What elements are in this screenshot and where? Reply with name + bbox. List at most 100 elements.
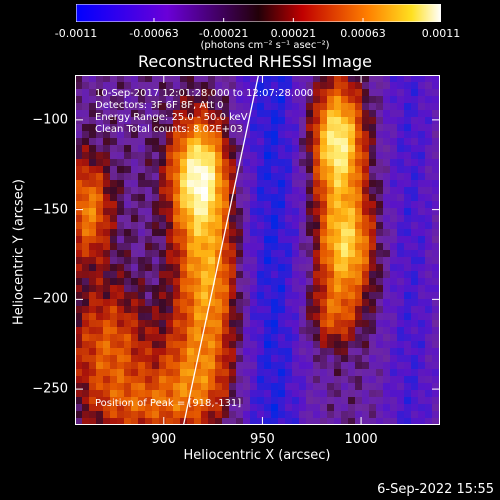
heatmap-cell	[404, 278, 412, 286]
heatmap-cell	[187, 173, 195, 181]
heatmap-cell	[117, 397, 125, 405]
heatmap-cell	[138, 285, 146, 293]
heatmap-cell	[75, 243, 83, 251]
heatmap-cell	[229, 369, 237, 377]
heatmap-cell	[159, 257, 167, 265]
heatmap-cell	[166, 404, 174, 412]
heatmap-cell	[131, 215, 139, 223]
heatmap-cell	[278, 187, 286, 195]
heatmap-cell	[404, 243, 412, 251]
heatmap-cell	[159, 243, 167, 251]
heatmap-cell	[208, 110, 216, 118]
heatmap-cell	[341, 362, 349, 370]
heatmap-cell	[257, 292, 265, 300]
heatmap-cell	[222, 208, 230, 216]
heatmap-cell	[425, 236, 433, 244]
heatmap-cell	[257, 103, 265, 111]
heatmap-cell	[82, 418, 90, 425]
heatmap-cell	[250, 89, 258, 97]
heatmap-cell	[369, 173, 377, 181]
heatmap-cell	[250, 299, 258, 307]
heatmap-cell	[208, 250, 216, 258]
heatmap-cell	[271, 243, 279, 251]
heatmap-cell	[369, 117, 377, 125]
heatmap-cell	[327, 215, 335, 223]
heatmap-cell	[173, 117, 181, 125]
heatmap-cell	[250, 383, 258, 391]
heatmap-cell	[159, 264, 167, 272]
heatmap-cell	[341, 82, 349, 90]
heatmap-cell	[362, 292, 370, 300]
heatmap-cell	[362, 341, 370, 349]
heatmap-cell	[327, 257, 335, 265]
heatmap-cell	[292, 348, 300, 356]
heatmap-cell	[152, 215, 160, 223]
heatmap-cell	[411, 173, 419, 181]
heatmap-cell	[369, 208, 377, 216]
heatmap-cell	[124, 222, 132, 230]
heatmap-cell	[306, 383, 314, 391]
heatmap-cell	[117, 383, 125, 391]
heatmap-cell	[215, 299, 223, 307]
heatmap-cell	[222, 418, 230, 425]
heatmap-cell	[82, 271, 90, 279]
heatmap-cell	[257, 390, 265, 398]
heatmap-cell	[271, 313, 279, 321]
heatmap-cell	[145, 96, 153, 104]
heatmap-cell	[369, 264, 377, 272]
heatmap-cell	[404, 292, 412, 300]
heatmap-cell	[278, 173, 286, 181]
heatmap-cell	[166, 369, 174, 377]
heatmap-cell	[229, 348, 237, 356]
heatmap-cell	[110, 103, 118, 111]
heatmap-cell	[341, 201, 349, 209]
heatmap-cell	[166, 292, 174, 300]
heatmap-cell	[145, 334, 153, 342]
heatmap-cell	[222, 124, 230, 132]
heatmap-cell	[285, 208, 293, 216]
heatmap-cell	[229, 362, 237, 370]
y-axis-label: Heliocentric Y (arcsec)	[11, 179, 27, 325]
heatmap-cell	[425, 404, 433, 412]
heatmap-cell	[383, 383, 391, 391]
heatmap-cell	[194, 313, 202, 321]
heatmap-cell	[397, 355, 405, 363]
heatmap-cell	[432, 313, 440, 321]
heatmap-cell	[313, 397, 321, 405]
heatmap-cell	[138, 369, 146, 377]
heatmap-cell	[131, 341, 139, 349]
heatmap-cell	[418, 376, 426, 384]
heatmap-cell	[348, 222, 356, 230]
heatmap-cell	[327, 418, 335, 425]
heatmap-cell	[215, 131, 223, 139]
heatmap-cell	[236, 404, 244, 412]
heatmap-cell	[110, 117, 118, 125]
x-tick-label: 900	[151, 432, 177, 447]
heatmap-cell	[236, 208, 244, 216]
heatmap-cell	[341, 152, 349, 160]
heatmap-cell	[355, 271, 363, 279]
heatmap-cell	[425, 194, 433, 202]
heatmap-cell	[383, 96, 391, 104]
heatmap-cell	[117, 250, 125, 258]
heatmap-cell	[390, 208, 398, 216]
heatmap-cell	[131, 96, 139, 104]
heatmap-cell	[355, 208, 363, 216]
heatmap-cell	[82, 159, 90, 167]
heatmap-cell	[194, 411, 202, 419]
heatmap-cell	[110, 348, 118, 356]
heatmap-cell	[138, 208, 146, 216]
heatmap-cell	[432, 159, 440, 167]
heatmap-cell	[355, 222, 363, 230]
heatmap-cell	[397, 390, 405, 398]
heatmap-cell	[418, 124, 426, 132]
heatmap-cell	[208, 89, 216, 97]
heatmap-cell	[96, 411, 104, 419]
heatmap-cell	[292, 103, 300, 111]
heatmap-cell	[201, 397, 209, 405]
heatmap-cell	[327, 173, 335, 181]
heatmap-cell	[264, 229, 272, 237]
heatmap-cell	[250, 376, 258, 384]
heatmap-cell	[271, 285, 279, 293]
heatmap-cell	[425, 355, 433, 363]
